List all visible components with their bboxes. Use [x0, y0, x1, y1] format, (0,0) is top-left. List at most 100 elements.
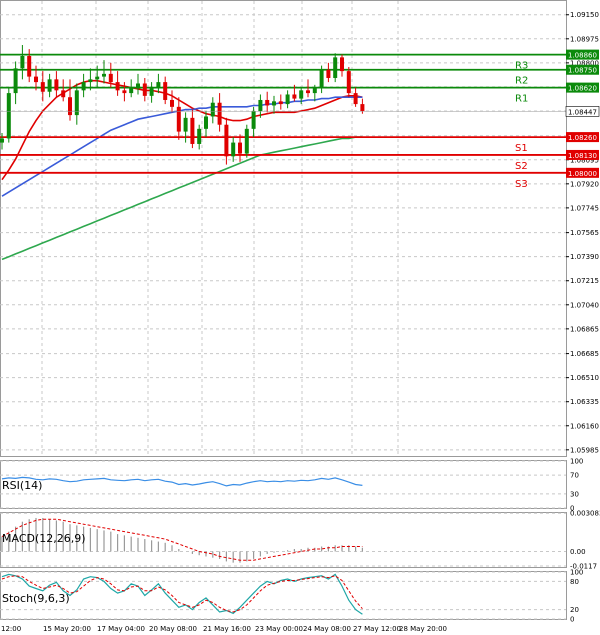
candle-body — [142, 83, 147, 96]
price-axis-label: 1.07390 — [570, 253, 599, 261]
candle-body — [136, 83, 140, 88]
candle-body — [47, 79, 52, 92]
candle-body — [360, 104, 365, 111]
moving-average-line-ma-mid — [1, 96, 363, 197]
level-price-label-S3: 1.08000 — [568, 170, 597, 178]
candle-body — [244, 128, 249, 154]
level-price-label-S1: 1.08260 — [568, 134, 597, 142]
candle-body — [231, 142, 236, 157]
candle-body — [333, 57, 338, 78]
price-axis-label: 1.06510 — [570, 374, 599, 382]
price-axis-label: 1.08800 — [570, 59, 599, 67]
candle-body — [122, 90, 127, 94]
panel-axis-label: 70 — [570, 472, 579, 480]
level-price-label-S2: 1.08130 — [568, 152, 597, 160]
level-name-S1: S1 — [515, 143, 528, 154]
candle-body — [319, 69, 324, 88]
panel-axis-label: 0.003083 — [570, 510, 600, 518]
level-price-tag-S2 — [566, 149, 599, 160]
level-name-R3: R3 — [515, 61, 528, 72]
time-axis-label: 15 May 20:00 — [43, 625, 91, 633]
price-axis-label: 1.07920 — [570, 180, 599, 188]
panel-axis-label: 100 — [570, 458, 583, 466]
level-price-tag-S3 — [566, 167, 599, 178]
candle-body — [108, 73, 113, 83]
time-axis-label: 28 May 20:00 — [399, 625, 447, 633]
candle-body — [61, 90, 66, 98]
price-axis-label: 1.05985 — [570, 446, 599, 454]
moving-average-line-ma-slow — [1, 136, 363, 261]
candle-body — [217, 102, 222, 125]
pivot-levels — [0, 53, 566, 174]
candle-body — [129, 87, 134, 94]
stoch-name: Stoch(9,6,3) — [2, 592, 70, 605]
macd-name: MACD(12,26,9) — [2, 532, 86, 545]
candle-body — [353, 93, 358, 105]
level-price-label-R2: 1.08750 — [568, 67, 597, 75]
pivot-level-labels: R3 1.08860 R2 1.08750 R1 1.08620 S1 1.08260 S2 1.… — [0, 49, 600, 190]
price-axis-label: 1.06160 — [570, 422, 599, 430]
macd-panel-border — [0, 512, 567, 568]
rsi-line — [1, 476, 363, 487]
candle-body — [54, 79, 59, 91]
candle-body — [163, 82, 168, 100]
candle-body — [81, 82, 86, 91]
price-axis-label: 1.08975 — [570, 35, 599, 43]
candle-body — [251, 110, 256, 129]
time-axis: 12:00 15 May 20:00 17 May 04:00 20 May 08:0… — [1, 625, 447, 633]
price-axis: 1.091501.089751.088001.086251.084501.082… — [566, 11, 599, 454]
candle-body — [292, 94, 297, 99]
level-price-tag-R1 — [566, 82, 599, 93]
candle-body — [204, 116, 208, 129]
candle-body — [13, 68, 18, 94]
time-axis-label: 20 May 08:00 — [149, 625, 197, 633]
price-axis-label: 1.07040 — [570, 301, 599, 309]
candle-body — [34, 76, 38, 83]
candle-body — [278, 101, 283, 105]
candle-body — [258, 99, 263, 111]
candle-body — [176, 106, 181, 132]
price-axis-label: 1.08095 — [570, 156, 599, 164]
candle-body — [306, 90, 310, 94]
rsi-panel-border — [0, 460, 567, 509]
candle-body — [40, 82, 45, 92]
panel-axis-label: 100 — [570, 569, 583, 577]
panel-axis-label: 0 — [570, 616, 574, 624]
price-axis-label: 1.09150 — [570, 11, 599, 19]
level-price-tag-S1 — [566, 132, 599, 143]
candle-body — [88, 79, 93, 83]
price-axis-label: 1.07215 — [570, 277, 599, 285]
macd-panel: 0.003083 0.00 -0.0117 — [0, 510, 600, 571]
candle-body — [20, 55, 25, 69]
candle-body — [0, 138, 4, 143]
stoch-main-line — [1, 573, 363, 615]
candle-body — [272, 101, 276, 106]
candle-body — [238, 142, 242, 154]
panel-axis-label: 30 — [570, 490, 579, 498]
level-name-S2: S2 — [515, 161, 528, 172]
panel-axis-label: 0.00 — [570, 548, 586, 556]
candle-body — [190, 117, 195, 144]
level-name-R2: R2 — [515, 76, 528, 87]
time-axis-label: 17 May 04:00 — [97, 625, 145, 633]
level-price-label-R1: 1.08620 — [568, 85, 597, 93]
candle-body — [27, 55, 32, 77]
candle-body — [149, 87, 154, 96]
candle-body — [265, 99, 270, 106]
candle-body — [183, 117, 188, 132]
candle-body — [170, 99, 174, 107]
panel-axis-label: 20 — [570, 606, 579, 614]
candle-body — [115, 82, 120, 91]
time-axis-label: 12:00 — [1, 625, 21, 633]
candle-body — [340, 57, 344, 72]
main-panel-border — [0, 0, 567, 457]
candle-body — [210, 102, 215, 117]
time-axis-label: 24 May 08:00 — [303, 625, 351, 633]
macd-signal-line — [1, 518, 363, 561]
candle-body — [68, 97, 72, 116]
price-axis-label: 1.06685 — [570, 350, 599, 358]
time-axis-label: 23 May 00:00 — [255, 625, 303, 633]
candle-body — [156, 82, 161, 88]
